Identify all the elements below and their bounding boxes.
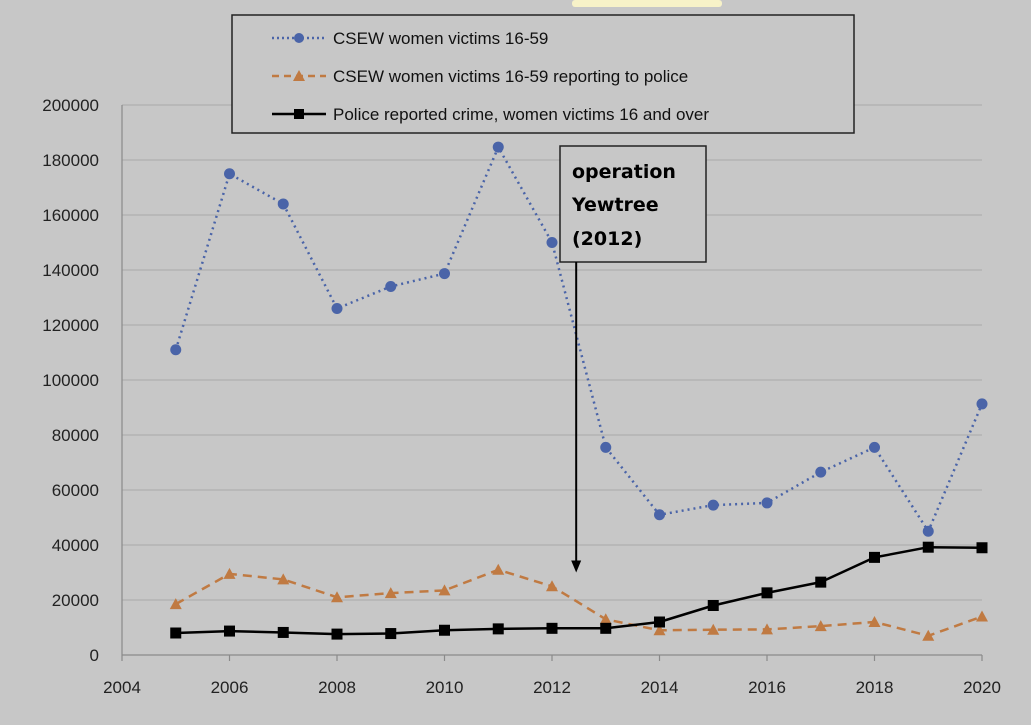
data-point [546,622,558,634]
legend-box [231,14,855,134]
data-point [223,567,236,579]
y-tick-label: 120000 [42,316,99,335]
data-point [546,237,558,248]
series-csew-victims [170,141,988,537]
data-point [438,584,451,596]
data-point [869,551,880,563]
annotation-line-2: Yewtree [571,194,659,216]
data-point [170,344,182,356]
series-police-reported [170,541,988,640]
legend-label-police-reported: Police reported crime, women victims 16 … [333,105,709,124]
x-tick-label: 2004 [103,678,141,697]
data-point [707,499,719,511]
y-tick-label: 80000 [52,426,99,445]
data-point [976,542,988,554]
legend-label-csew-victims: CSEW women victims 16-59 [333,29,548,48]
y-tick-label: 60000 [52,481,99,500]
data-point [976,398,988,410]
legend-square-marker [294,109,304,119]
data-point [922,525,934,537]
legend-entry-police-reported: Police reported crime, women victims 16 … [272,105,709,124]
data-point [815,466,827,478]
x-tick-label: 2006 [211,678,249,697]
series-line-csew-reporting [175,568,983,638]
legend-circle-marker [294,33,304,43]
data-point [654,616,665,628]
data-point [922,541,934,553]
data-point [170,627,182,639]
x-tick-label: 2008 [318,678,356,697]
legend-triangle-marker [293,70,305,81]
data-point [492,141,504,153]
legend-entry-csew-victims: CSEW women victims 16-59 [272,29,548,48]
x-tick-label: 2018 [856,678,894,697]
data-point [761,587,773,599]
data-point [492,623,504,635]
series-line-police-reported [175,545,983,636]
series-line-csew-victims [174,145,984,533]
data-point [331,628,343,640]
y-axis-ticks: 0 20000 40000 60000 80000 100000 120000 140000 1… [42,96,99,665]
legend-entry-csew-reporting: CSEW women victims 16-59 reporting to po… [272,67,688,86]
data-point [277,626,289,638]
data-point [224,625,235,637]
annotation-box [559,145,707,263]
x-tick-label: 2016 [748,678,786,697]
data-point [922,629,935,641]
data-point [653,624,666,636]
y-tick-label: 200000 [42,96,99,115]
series-layer [169,141,988,641]
annotation-arrow-head [571,560,582,573]
data-point [331,303,343,314]
y-tick-label: 20000 [52,591,99,610]
data-point [546,580,558,592]
data-point [331,591,343,603]
y-tick-label: 0 [90,646,99,665]
annotation-line-3: (2012) [572,228,642,250]
series-csew-reporting [169,563,988,641]
data-point [492,563,505,575]
data-point [814,620,827,632]
y-tick-label: 40000 [52,536,99,555]
x-tick-label: 2012 [533,678,571,697]
data-point [385,628,397,640]
data-point [815,576,827,588]
data-point [439,624,450,636]
data-point [707,623,720,635]
data-point [277,573,290,585]
y-tick-label: 100000 [42,371,99,390]
data-point [976,610,988,622]
data-point [761,497,773,509]
y-tick-label: 160000 [42,206,99,225]
data-point [868,616,881,627]
legend: CSEW women victims 16-59 CSEW women vict… [231,14,855,134]
x-axis-ticks: 2004 2006 2008 2010 2012 2014 2016 2018 2020 [103,655,1001,697]
annotation: operation Yewtree (2012) [559,145,707,573]
x-tick-label: 2014 [641,678,679,697]
annotation-line-1: operation [572,161,676,183]
data-point [869,441,880,453]
data-point [385,281,397,292]
data-point [224,168,235,180]
top-highlight-tab [572,0,722,7]
data-point [654,509,665,521]
data-point [439,268,450,280]
y-tick-label: 180000 [42,151,99,170]
data-point [707,600,719,611]
data-point [761,623,773,635]
data-point [277,198,289,210]
legend-label-csew-reporting: CSEW women victims 16-59 reporting to po… [333,67,688,86]
x-tick-label: 2020 [963,678,1001,697]
y-tick-label: 140000 [42,261,99,280]
x-tick-label: 2010 [426,678,464,697]
data-point [599,613,612,625]
data-point [600,441,612,453]
data-point [600,622,612,634]
data-point [169,598,182,610]
data-point [384,587,397,599]
